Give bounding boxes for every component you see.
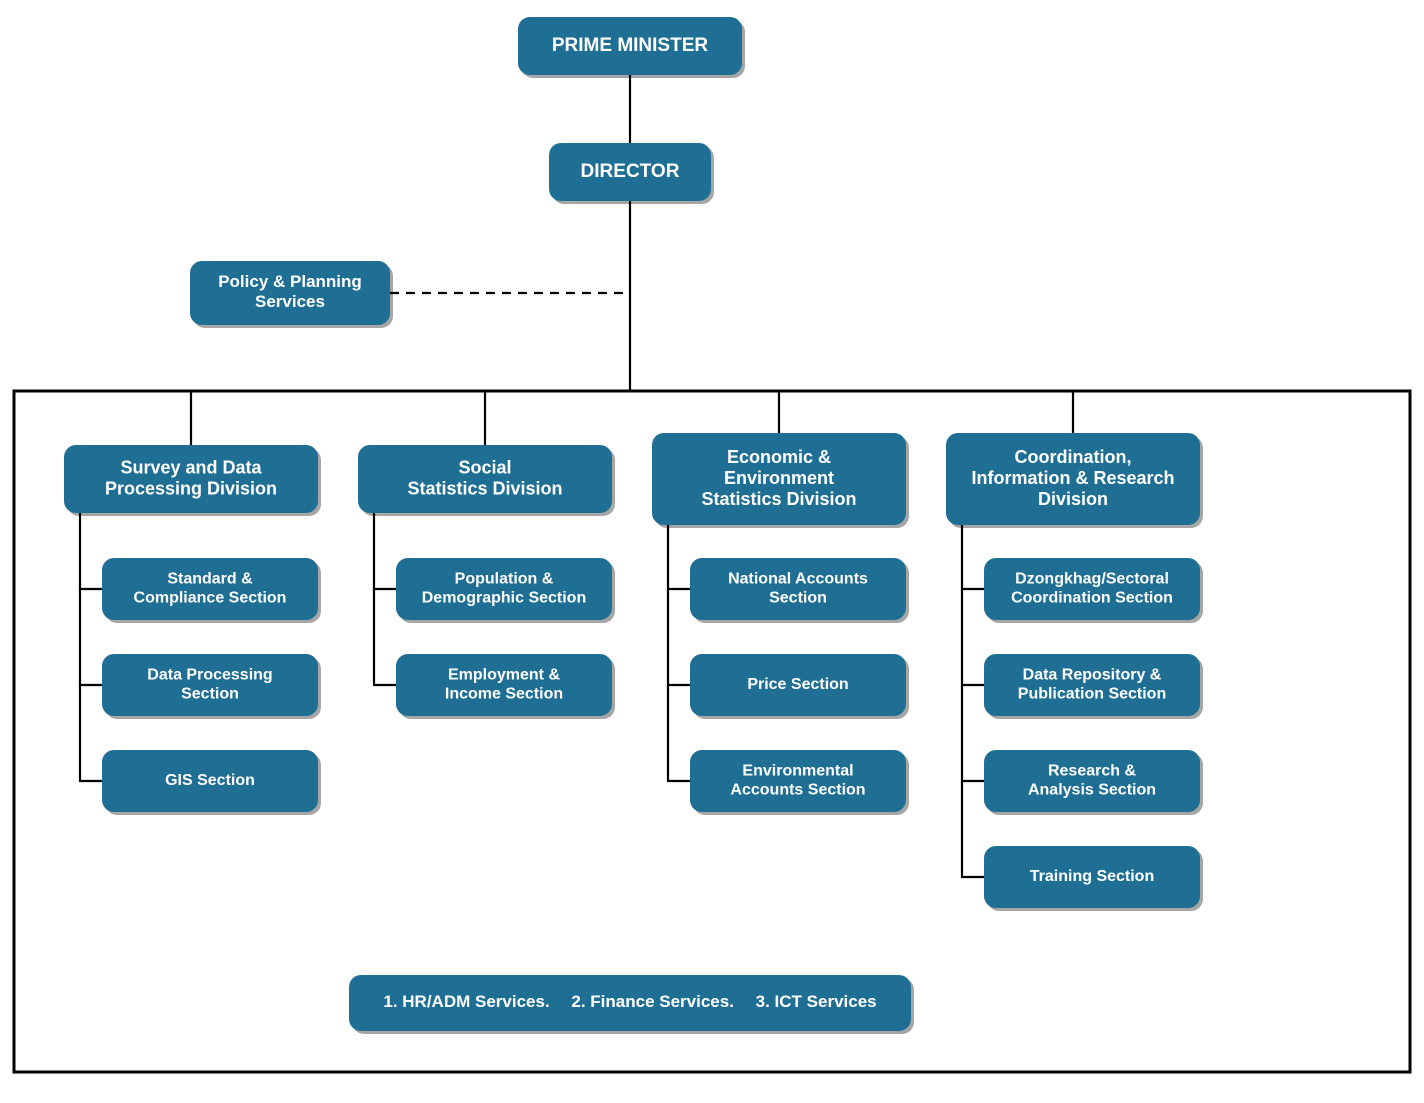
node-label-pm: PRIME MINISTER — [552, 35, 709, 56]
node-label-d3s3: EnvironmentalAccounts Section — [730, 763, 865, 799]
connector-div3-d3s2 — [668, 589, 690, 685]
connector-div4-d4s2 — [962, 589, 984, 685]
connector-div4-d4s3 — [962, 685, 984, 781]
node-label-d1s3: GIS Section — [165, 772, 255, 789]
node-label-div1: Survey and DataProcessing Division — [105, 457, 277, 498]
node-label-footer: 1. HR/ADM Services. 2. Finance Services.… — [383, 992, 876, 1011]
connector-div4-d4s1 — [962, 525, 984, 589]
connector-div4-d4s4 — [962, 781, 984, 877]
connector-div3-d3s3 — [668, 685, 690, 781]
node-label-d3s2: Price Section — [747, 676, 848, 693]
connector-div3-d3s1 — [668, 525, 690, 589]
node-label-d2s2: Employment &Income Section — [445, 667, 563, 703]
org-chart: PRIME MINISTERDIRECTORPolicy & PlanningS… — [0, 0, 1424, 1103]
connector-div1-d1s2 — [80, 589, 102, 685]
node-label-d4s4: Training Section — [1030, 868, 1154, 885]
node-label-d4s1: Dzongkhag/SectoralCoordination Section — [1011, 571, 1173, 607]
connector-div1-d1s1 — [80, 513, 102, 589]
node-label-director: DIRECTOR — [581, 161, 680, 182]
connector-div2-d2s1 — [374, 513, 396, 589]
connector-div1-d1s3 — [80, 685, 102, 781]
connector-div2-d2s2 — [374, 589, 396, 685]
node-label-d4s2: Data Repository &Publication Section — [1018, 667, 1166, 703]
